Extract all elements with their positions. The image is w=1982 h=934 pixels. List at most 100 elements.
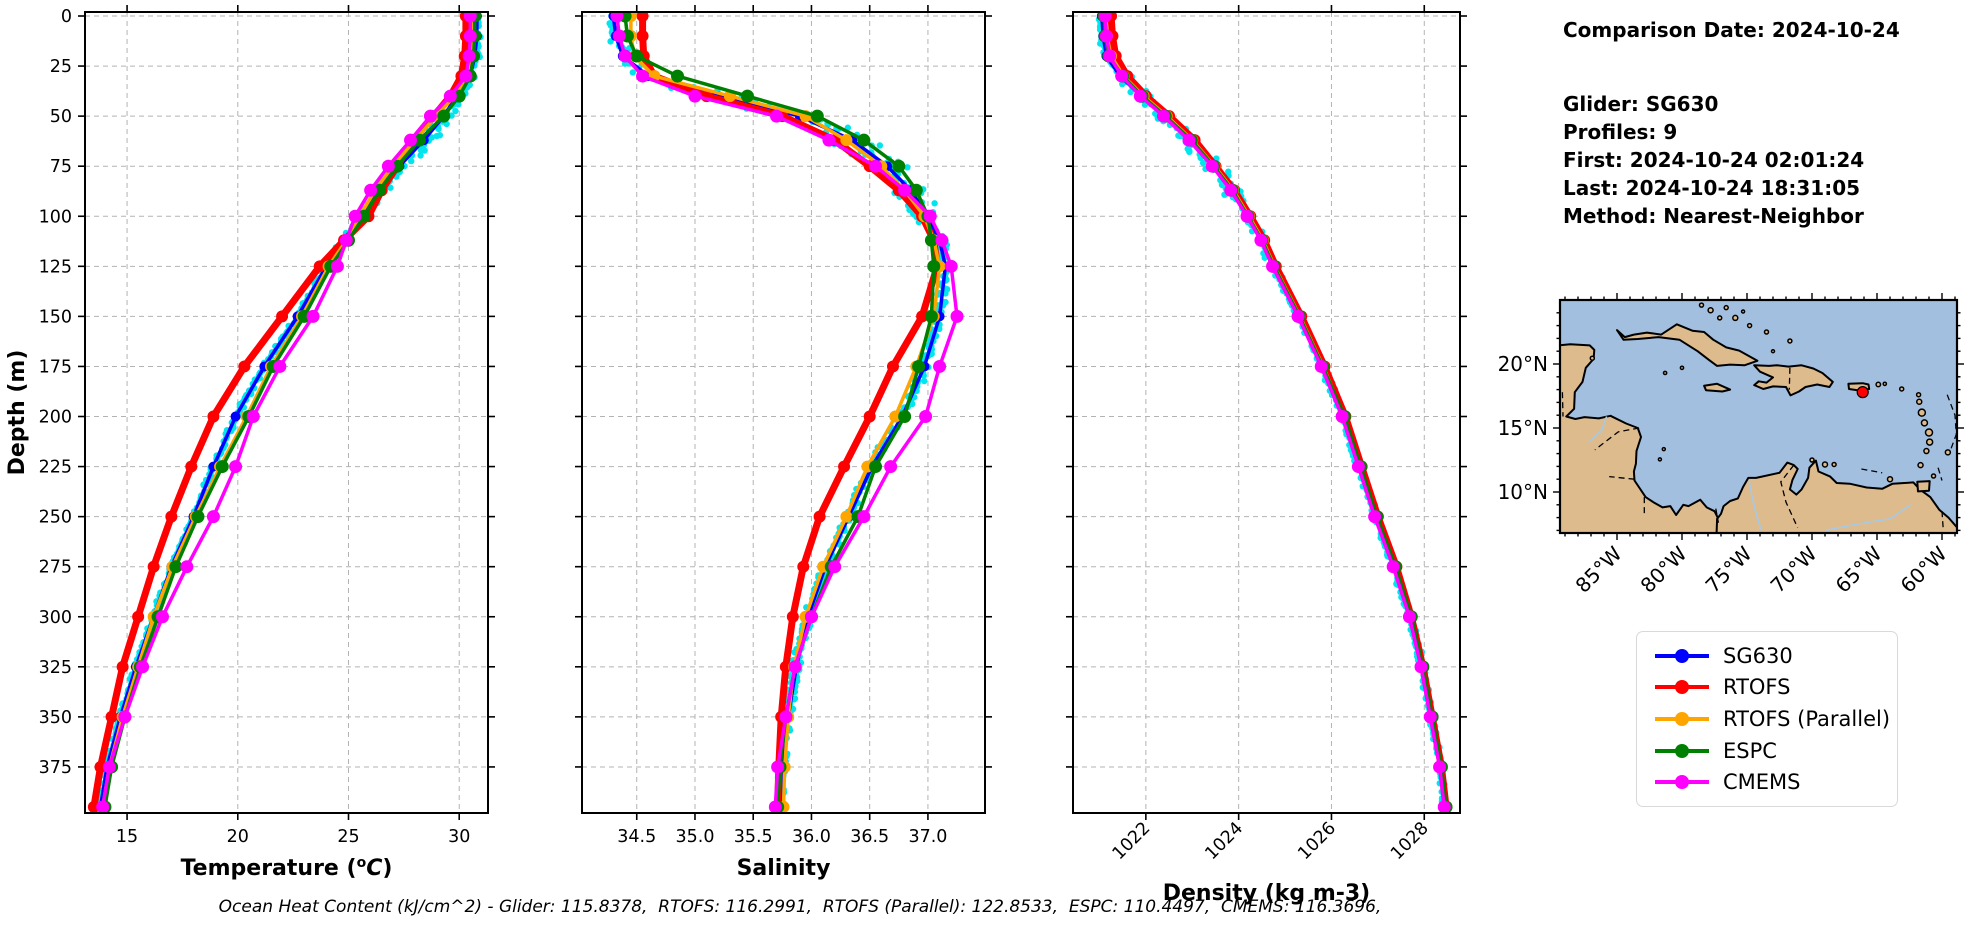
- legend-swatch-icon: [1655, 680, 1709, 695]
- x-tick-labels: 1022 1024 1026 1028: [1109, 818, 1433, 864]
- island: [1723, 304, 1729, 311]
- land-hispaniola: [1753, 364, 1834, 397]
- series-cmems: [610, 12, 964, 813]
- series-rtofs-parallel-: [96, 12, 479, 813]
- ocean-heat-content-note: Ocean Heat Content (kJ/cm^2) - Glider: 1…: [218, 897, 1382, 917]
- legend: SG630 RTOFS RTOFS (Parallel) ESPC CMEMS: [1636, 631, 1898, 807]
- legend-item: RTOFS: [1653, 675, 1897, 699]
- border-line: [1788, 367, 1791, 390]
- legend-label: SG630: [1723, 643, 1793, 668]
- series-rtofs-parallel-: [1099, 12, 1452, 813]
- island: [1662, 370, 1668, 376]
- island: [1698, 302, 1705, 308]
- border-line: [1609, 475, 1635, 480]
- svg-text:36.0: 36.0: [792, 827, 831, 847]
- island: [1923, 447, 1930, 455]
- first-profile-time-text: First: 2024-10-24 02:01:24: [1563, 148, 1865, 172]
- svg-text:10°N: 10°N: [1498, 480, 1548, 504]
- border-line: [1937, 467, 1943, 481]
- method-text: Method: Nearest-Neighbor: [1563, 204, 1864, 228]
- svg-text:80°W: 80°W: [1636, 541, 1692, 597]
- y-axis-label: Depth (m): [5, 350, 30, 476]
- svg-text:275: 275: [39, 558, 72, 578]
- profiles-count-text: Profiles: 9: [1563, 120, 1678, 144]
- x-tick-labels: 15 20 25 30: [116, 827, 470, 847]
- svg-text:15: 15: [116, 827, 138, 847]
- series-rtofs: [1105, 12, 1453, 813]
- border-line: [1946, 394, 1957, 449]
- legend-swatch-icon: [1655, 775, 1709, 790]
- last-profile-time-text: Last: 2024-10-24 18:31:05: [1563, 176, 1861, 200]
- svg-text:100: 100: [39, 207, 72, 227]
- series-cmems: [1098, 12, 1451, 813]
- axis-ticks: [575, 5, 992, 820]
- svg-text:60°W: 60°W: [1896, 541, 1952, 597]
- series-cmems: [96, 12, 477, 813]
- border-line: [1715, 508, 1720, 523]
- depth-tick-labels: 0 25 50 75 100 125 150 175 200 225 250 275 300 325 350…: [39, 7, 72, 778]
- legend-swatch-icon: [1655, 711, 1709, 726]
- svg-text:1028: 1028: [1387, 818, 1433, 864]
- island: [1809, 457, 1815, 463]
- svg-text:125: 125: [39, 257, 72, 277]
- svg-text:200: 200: [39, 408, 72, 428]
- island: [1831, 461, 1837, 468]
- svg-text:250: 250: [39, 508, 72, 528]
- island: [1886, 475, 1894, 483]
- svg-text:35.5: 35.5: [734, 827, 773, 847]
- island: [1740, 309, 1746, 314]
- river: [1824, 504, 1912, 532]
- svg-text:0: 0: [61, 7, 72, 27]
- island: [1875, 381, 1882, 388]
- island: [1917, 408, 1927, 417]
- svg-text:35.0: 35.0: [675, 827, 714, 847]
- island: [1770, 348, 1776, 354]
- legend-label: ESPC: [1723, 738, 1777, 763]
- legend-swatch-icon: [1655, 743, 1709, 758]
- series-espc: [1097, 12, 1453, 813]
- location-map: 20°N 15°N 10°N 85°W 80°W 75°W 70°W 65°W 60°W: [1498, 293, 1964, 598]
- river: [1587, 416, 1608, 443]
- svg-text:50: 50: [50, 107, 72, 127]
- legend-item: SG630: [1653, 644, 1897, 668]
- panel-temperature-c: 15 20 25 3002550751001251501752002252502753…: [5, 5, 495, 881]
- border-line: [1780, 464, 1799, 529]
- axis-ticks: [78, 5, 495, 820]
- island: [1679, 365, 1685, 371]
- svg-text:15°N: 15°N: [1498, 416, 1548, 440]
- gridlines: [1073, 12, 1460, 813]
- glider-raw-scatter: [1095, 15, 1450, 809]
- svg-text:225: 225: [39, 458, 72, 478]
- series-rtofs: [87, 12, 472, 813]
- svg-text:25: 25: [50, 57, 72, 77]
- island: [1944, 449, 1952, 456]
- land-jamaica: [1703, 382, 1732, 393]
- legend-label: RTOFS (Parallel): [1723, 706, 1891, 731]
- x-axis-label: Salinity: [737, 856, 831, 881]
- panel-salinity: 34.5 35.0 35.5 36.0 36.5 37.0 Salinity: [575, 5, 992, 881]
- svg-text:150: 150: [39, 307, 72, 327]
- svg-text:300: 300: [39, 608, 72, 628]
- svg-text:1024: 1024: [1202, 818, 1248, 864]
- border-line: [1594, 427, 1640, 451]
- svg-text:175: 175: [39, 357, 72, 377]
- island: [1657, 457, 1663, 462]
- island: [1716, 315, 1723, 321]
- island: [1925, 438, 1934, 446]
- svg-text:65°W: 65°W: [1831, 541, 1887, 597]
- svg-text:20: 20: [227, 827, 249, 847]
- svg-text:30: 30: [448, 827, 470, 847]
- island: [1915, 391, 1922, 398]
- island: [1924, 428, 1934, 437]
- series-sg630: [1096, 12, 1451, 812]
- svg-text:34.5: 34.5: [617, 827, 656, 847]
- svg-text:70°W: 70°W: [1766, 541, 1822, 597]
- x-axis-label: Density (kg m-3): [1163, 881, 1371, 906]
- river: [1748, 480, 1763, 531]
- border-line: [1861, 468, 1883, 474]
- glider-name-text: Glider: SG630: [1563, 92, 1719, 116]
- svg-text:36.5: 36.5: [850, 827, 889, 847]
- svg-text:325: 325: [39, 658, 72, 678]
